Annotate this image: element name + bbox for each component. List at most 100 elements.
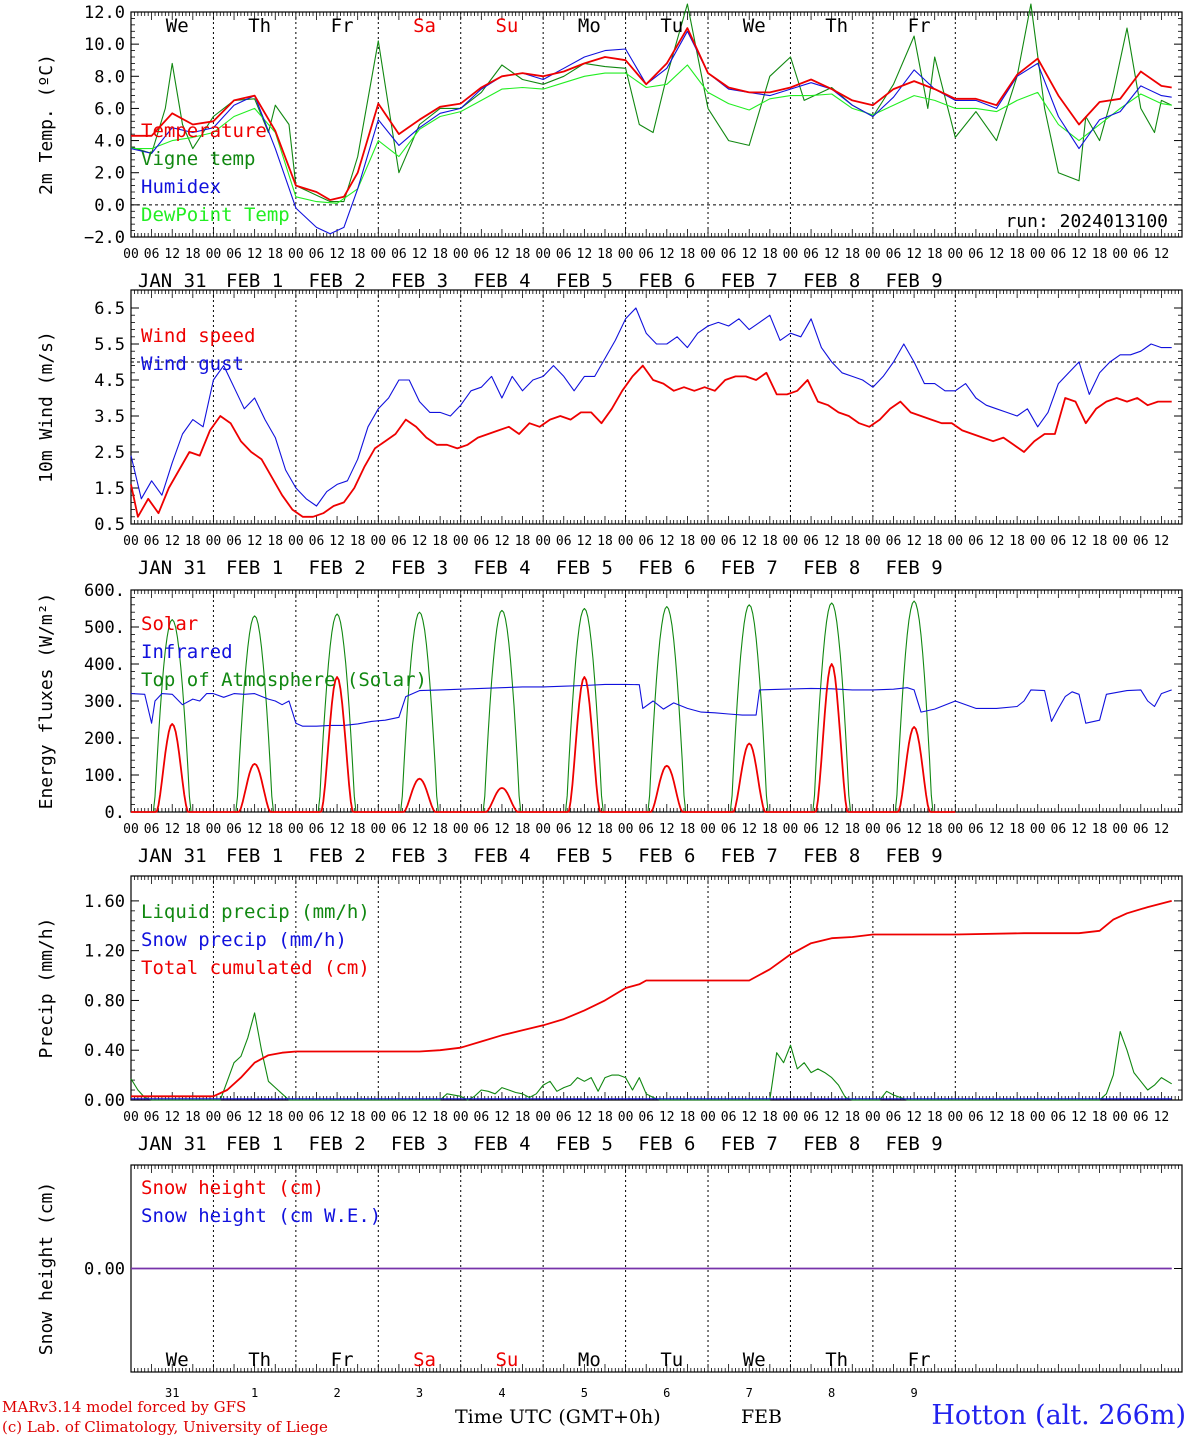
- y-tick-label: 500.: [84, 618, 125, 638]
- date-label: FEB 6: [638, 845, 695, 867]
- date-label: FEB 8: [803, 557, 860, 579]
- date-label: FEB 4: [473, 845, 530, 867]
- date-label: FEB 8: [803, 845, 860, 867]
- hour-label: 12: [329, 247, 345, 262]
- weekday-label: Th: [825, 15, 848, 37]
- hour-label: 00: [947, 822, 963, 837]
- hour-label: 18: [927, 247, 943, 262]
- hour-label: 18: [597, 822, 613, 837]
- hour-label: 00: [123, 247, 139, 262]
- hour-label: 12: [247, 247, 263, 262]
- hour-label: 00: [535, 1110, 551, 1125]
- series-solar-line: [131, 663, 956, 813]
- hour-label: 06: [391, 247, 407, 262]
- hour-label: 12: [659, 1110, 675, 1125]
- hour-label: 12: [1154, 247, 1170, 262]
- hour-label: 12: [989, 822, 1005, 837]
- hour-label: 00: [1030, 1110, 1046, 1125]
- y-tick-label: 0.00: [84, 1260, 125, 1280]
- day-number-label: 8: [828, 1386, 835, 1400]
- weekday-label: Fr: [331, 15, 354, 37]
- hour-label: 06: [803, 1110, 819, 1125]
- weekday-label: Tu: [660, 15, 683, 37]
- hour-label: 06: [721, 822, 737, 837]
- legend-entry: Snow height (cm): [141, 1177, 324, 1199]
- day-number-label: 5: [581, 1386, 588, 1400]
- hour-label: 12: [577, 1110, 593, 1125]
- hour-label: 12: [412, 1110, 428, 1125]
- hour-label: 12: [247, 534, 263, 549]
- hour-label: 00: [288, 822, 304, 837]
- hour-label: 12: [741, 247, 757, 262]
- hour-label: 12: [164, 822, 180, 837]
- hour-label: 18: [680, 1110, 696, 1125]
- hour-label: 00: [206, 822, 222, 837]
- hour-label: 00: [783, 1110, 799, 1125]
- hour-label: 00: [1112, 247, 1128, 262]
- weekday-label: Th: [825, 1349, 848, 1371]
- date-label: FEB 7: [721, 557, 778, 579]
- hour-label: 00: [783, 822, 799, 837]
- hour-label: 12: [906, 1110, 922, 1125]
- hour-label: 18: [267, 247, 283, 262]
- hour-label: 00: [618, 1110, 634, 1125]
- hour-label: 18: [1009, 247, 1025, 262]
- hour-label: 12: [329, 534, 345, 549]
- hour-label: 18: [515, 822, 531, 837]
- hour-label: 06: [1133, 534, 1149, 549]
- y-tick-label: 300.: [84, 692, 125, 712]
- y-tick-label: 600.: [84, 581, 125, 601]
- date-label: FEB 6: [638, 1133, 695, 1155]
- date-label: FEB 6: [638, 270, 695, 292]
- hour-label: 18: [350, 534, 366, 549]
- legend-entry: Top of Atmosphere (Solar): [141, 669, 427, 691]
- hour-label: 12: [494, 822, 510, 837]
- hour-label: 18: [762, 822, 778, 837]
- hour-label: 00: [1112, 822, 1128, 837]
- hour-label: 06: [1133, 1110, 1149, 1125]
- hour-label: 06: [474, 247, 490, 262]
- series-total-cumulated-cm-line: [131, 900, 1172, 1098]
- hour-label: 00: [288, 534, 304, 549]
- y-tick-label: 2.0: [94, 164, 125, 184]
- hour-label: 06: [1133, 247, 1149, 262]
- legend-entry: Humidex: [141, 176, 221, 198]
- hour-label: 00: [370, 247, 386, 262]
- hour-label: 00: [288, 247, 304, 262]
- hour-label: 00: [700, 1110, 716, 1125]
- hour-label: 18: [185, 1110, 201, 1125]
- hour-label: 18: [844, 1110, 860, 1125]
- legend-entry: Snow height (cm W.E.): [141, 1205, 381, 1227]
- legend-entry: Temperature: [141, 120, 267, 142]
- hour-label: 06: [1133, 822, 1149, 837]
- date-label: FEB 9: [885, 1133, 942, 1155]
- hour-label: 12: [577, 247, 593, 262]
- hour-label: 00: [206, 1110, 222, 1125]
- hour-label: 06: [721, 247, 737, 262]
- date-label: FEB 2: [308, 270, 365, 292]
- date-label: FEB 7: [721, 270, 778, 292]
- date-label: JAN 31: [138, 270, 207, 292]
- date-label: FEB 1: [226, 270, 283, 292]
- date-label: FEB 5: [556, 1133, 613, 1155]
- date-label: FEB 6: [638, 557, 695, 579]
- y-tick-label: 100.: [84, 766, 125, 786]
- hour-label: 06: [886, 247, 902, 262]
- hour-label: 00: [1030, 247, 1046, 262]
- hour-label: 12: [906, 534, 922, 549]
- hour-label: 18: [762, 247, 778, 262]
- hour-label: 00: [783, 534, 799, 549]
- panel-frame: [130, 289, 1183, 525]
- hour-label: 00: [700, 822, 716, 837]
- hour-label: 00: [370, 534, 386, 549]
- y-tick-label: 4.5: [94, 371, 125, 391]
- series-wind-speed-line: [130, 364, 1172, 518]
- hour-label: 12: [1071, 534, 1087, 549]
- y-tick-label: 1.5: [94, 479, 125, 499]
- month-label: FEB: [741, 1406, 783, 1428]
- hour-label: 12: [1071, 247, 1087, 262]
- hour-label: 06: [1051, 247, 1067, 262]
- hour-label: 00: [535, 822, 551, 837]
- hour-label: 06: [721, 534, 737, 549]
- legend-entry: DewPoint Temp: [141, 204, 290, 226]
